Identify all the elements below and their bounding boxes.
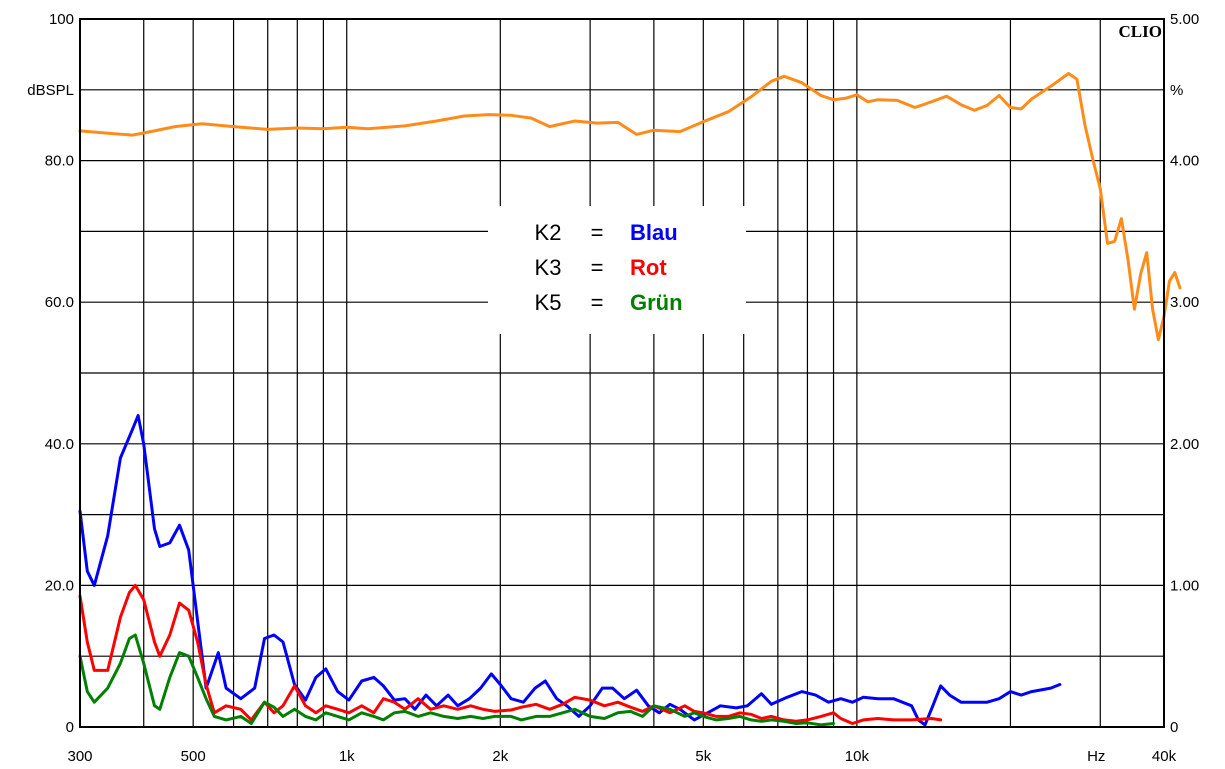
legend-series-name: Grün — [630, 290, 683, 315]
x-tick-label: 300 — [67, 748, 92, 765]
legend-entry: K2 = Blau — [535, 220, 678, 245]
plot-frame — [79, 18, 1165, 728]
legend-entry: K3 = Rot — [535, 255, 668, 280]
legend-equals: = — [591, 220, 604, 245]
y-axis-unit-left: dBSPL — [27, 82, 74, 99]
y-tick-label-right: 0 — [1170, 719, 1178, 736]
legend-series-name: Rot — [630, 255, 667, 280]
y-tick-label-left: 0 — [66, 719, 74, 736]
x-tick-label: 2k — [492, 748, 508, 765]
x-tick-label: 10k — [845, 748, 870, 765]
y-tick-label-right: 5.00 — [1170, 11, 1199, 28]
brand-logo: CLIO — [1119, 22, 1162, 41]
y-tick-label-right: 2.00 — [1170, 436, 1199, 453]
legend-equals: = — [591, 255, 604, 280]
y-tick-label-right: 3.00 — [1170, 294, 1199, 311]
legend-key: K3 — [535, 255, 562, 280]
y-tick-label-right: 1.00 — [1170, 577, 1199, 594]
series-line-k3 — [78, 583, 943, 725]
y-tick-label-right: 4.00 — [1170, 153, 1199, 170]
axis-labels: CLIO dBSPL % Hz 300 500 1k 2k 5k 10k 40k 100 80.… — [27, 11, 1199, 765]
x-tick-label: 500 — [181, 748, 206, 765]
series-line-k5 — [78, 633, 835, 727]
y-tick-label-left: 40.0 — [45, 436, 74, 453]
x-tick-label: 5k — [695, 748, 711, 765]
legend-equals: = — [591, 290, 604, 315]
y-axis-unit-right: % — [1170, 82, 1183, 99]
series-line-spl — [78, 72, 1182, 342]
legend-series-name: Blau — [630, 220, 678, 245]
legend-box — [488, 206, 746, 334]
legend: K2 = Blau K3 = Rot K5 = Grün — [488, 206, 746, 334]
x-axis-unit: Hz — [1087, 748, 1105, 765]
y-tick-label-left: 80.0 — [45, 153, 74, 170]
legend-key: K2 — [535, 220, 562, 245]
legend-entry: K5 = Grün — [535, 290, 683, 315]
x-tick-label: 1k — [339, 748, 355, 765]
legend-key: K5 — [535, 290, 562, 315]
y-tick-label-left: 60.0 — [45, 294, 74, 311]
y-tick-label-left: 20.0 — [45, 577, 74, 594]
x-tick-label: 40k — [1152, 748, 1177, 765]
series-line-k2 — [78, 414, 1062, 727]
series-layer — [78, 72, 1182, 727]
y-tick-label-left: 100 — [49, 11, 74, 28]
